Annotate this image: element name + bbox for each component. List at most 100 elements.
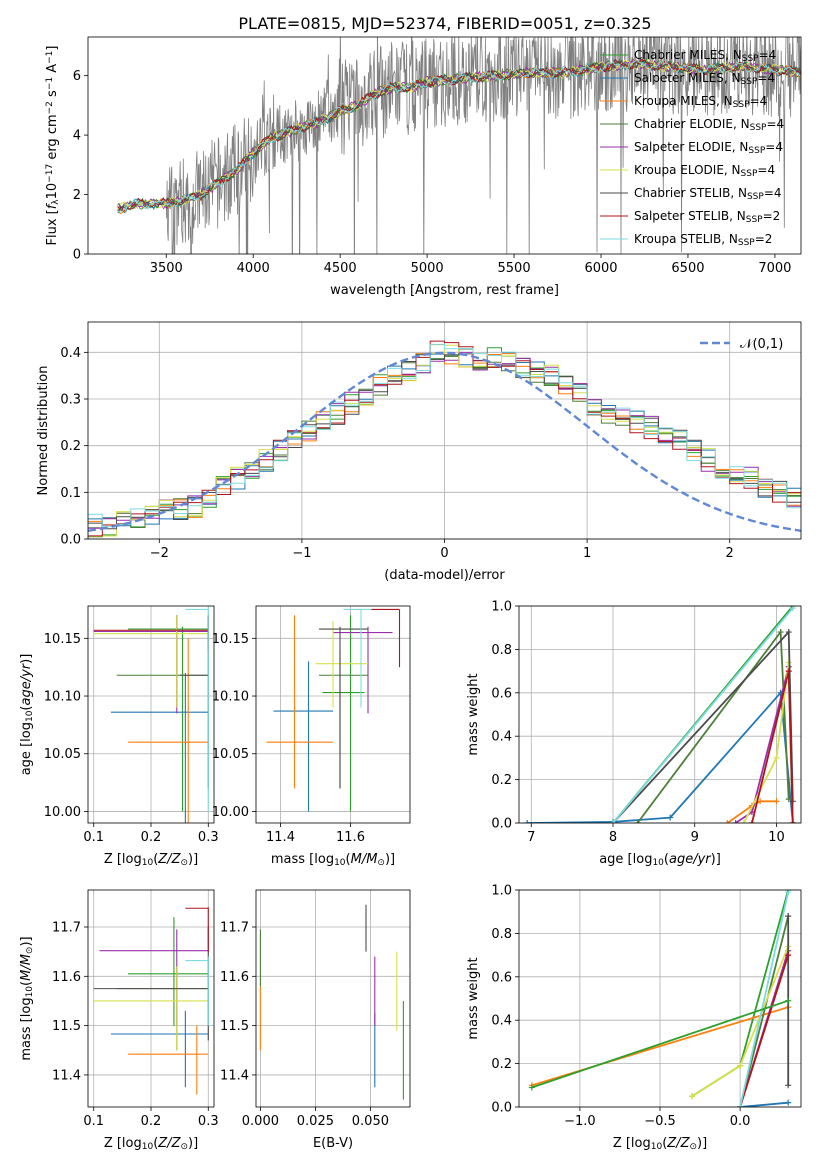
- y-axis-label: age [log10(age/yr)]: [19, 654, 35, 776]
- y-tick-label: 2: [73, 188, 81, 203]
- weight-marker: [610, 820, 616, 823]
- y-tick-label: 0.2: [491, 1057, 512, 1072]
- y-tick-label: 10.05: [44, 747, 81, 762]
- x-tick-label: 3500: [150, 261, 183, 276]
- x-axis-label: Z [log10(Z/Z⊙)]: [104, 852, 198, 868]
- axes-frame: [518, 605, 802, 824]
- x-tick-label: 7: [527, 830, 535, 845]
- y-tick-label: 10.00: [212, 805, 249, 820]
- y-tick-label: 11.4: [220, 1068, 249, 1083]
- plot-area: [259, 904, 404, 1100]
- weight-marker: [785, 952, 792, 959]
- x-tick-label: 0.025: [297, 1114, 334, 1129]
- model-spectrum-line-8: [117, 59, 801, 213]
- x-tick-label: 5500: [498, 261, 531, 276]
- y-axis-label: Flux [fλ10−17 erg cm−2 s−1 A−1]: [45, 46, 61, 246]
- weight-marker: [634, 820, 641, 823]
- y-tick-label: 0.4: [491, 730, 512, 745]
- plot-area: [266, 608, 401, 812]
- plot-area: [524, 606, 796, 823]
- x-tick-label: 0.000: [242, 1114, 279, 1129]
- residual-histogram-9: [88, 343, 801, 539]
- x-tick-label: 6000: [584, 261, 617, 276]
- y-tick-label: 10.10: [44, 690, 81, 705]
- axes-frame: [87, 321, 802, 540]
- x-tick-label: 0.2: [141, 830, 162, 845]
- weight-marker: [777, 629, 784, 636]
- y-axis-label: mass [log10(M/M⊙)]: [19, 936, 35, 1060]
- weight-marker: [524, 820, 531, 823]
- y-tick-label: 0.6: [491, 686, 512, 701]
- x-tick-label: 9: [691, 830, 699, 845]
- y-tick-label: 11.6: [220, 970, 249, 985]
- weight-marker: [740, 820, 747, 823]
- y-tick-label: 11.7: [220, 920, 249, 935]
- axes-frame: [255, 889, 411, 1108]
- y-tick-label: 11.5: [220, 1019, 249, 1034]
- y-tick-label: 0.4: [491, 1014, 512, 1029]
- weight-marker: [737, 1104, 744, 1107]
- y-tick-label: 10.10: [212, 690, 249, 705]
- x-tick-label: 11.4: [266, 830, 295, 845]
- y-tick-label: 11.6: [52, 970, 81, 985]
- legend-entry: Kroupa STELIB, NSSP=2: [634, 232, 772, 248]
- y-tick-label: 11.7: [52, 920, 81, 935]
- x-tick-label: 0.3: [198, 1114, 219, 1129]
- x-tick-label: −1.0: [564, 1114, 596, 1129]
- residuals-histogram-panel: −2 −1 0 1 2 0.0 0.1 0.2 0.3 0.4 (data-model)/error…: [36, 321, 802, 583]
- legend-entry: Chabrier MILES, NSSP=4: [634, 48, 776, 64]
- weight-marker: [528, 1084, 535, 1091]
- weight-marker: [785, 668, 792, 675]
- axes-frame: [87, 605, 215, 824]
- weight-marker: [785, 997, 792, 1004]
- legend-entry: Kroupa ELODIE, NSSP=4: [634, 163, 775, 179]
- weight-marker: [785, 796, 792, 803]
- x-axis-label: Z [log10(Z/Z⊙)]: [613, 1136, 707, 1152]
- legend-entry: Kroupa MILES, NSSP=4: [634, 94, 767, 110]
- plot-area: [88, 340, 801, 539]
- y-tick-label: 0.0: [60, 533, 81, 548]
- weight-marker: [732, 820, 739, 823]
- weight-marker: [785, 1082, 792, 1089]
- weight-line-7: [612, 629, 794, 823]
- y-tick-label: 11.5: [52, 1019, 81, 1034]
- weight-marker: [737, 1062, 744, 1069]
- y-tick-label: 0.2: [491, 773, 512, 788]
- weight-line-4: [636, 629, 790, 823]
- y-tick-label: 0.8: [491, 643, 512, 658]
- weight-marker: [785, 1099, 792, 1106]
- x-tick-label: 0.1: [83, 830, 104, 845]
- y-tick-label: 10.00: [44, 805, 81, 820]
- age-vs-mass-panel: 11.4 11.6 10.00 10.05 10.10 10.15 mass [log10(…: [212, 605, 411, 868]
- weight-marker: [689, 1093, 696, 1100]
- axes-frame: [87, 889, 215, 1108]
- axes-frame: [518, 889, 802, 1108]
- observed-spectrum-line: [117, 37, 801, 254]
- x-tick-label: −1: [292, 546, 311, 561]
- weight-marker: [748, 820, 755, 823]
- y-tick-label: 0.1: [60, 486, 81, 501]
- x-tick-label: 0.1: [83, 1114, 104, 1129]
- age-vs-metallicity-panel: 0.1 0.2 0.3 10.00 10.05 10.10 10.15 Z [log10(Z/…: [19, 605, 219, 868]
- weight-line-9: [612, 607, 794, 823]
- y-axis-label: mass weight: [466, 673, 481, 755]
- x-tick-label: −0.5: [644, 1114, 676, 1129]
- y-tick-label: 6: [73, 69, 81, 84]
- weight-marker: [785, 629, 792, 636]
- x-axis-label: E(B-V): [313, 1136, 353, 1151]
- x-axis-label: wavelength [Angstrom, rest frame]: [330, 283, 559, 298]
- model-spectrum-line-7: [117, 59, 801, 212]
- y-tick-label: 10.15: [212, 632, 249, 647]
- mass-weight-vs-age-panel: 7 8 9 10 0.0 0.2 0.4 0.6 0.8 1.0 age [log10(age/yr…: [466, 600, 802, 868]
- x-axis-label: (data-model)/error: [384, 568, 505, 583]
- weight-line-2: [740, 1101, 789, 1107]
- x-tick-label: −2: [150, 546, 169, 561]
- x-tick-label: 2: [726, 546, 734, 561]
- x-tick-label: 10: [768, 830, 785, 845]
- model-spectrum-line-9: [117, 59, 801, 213]
- legend-entry: Salpeter MILES, NSSP=4: [634, 71, 775, 87]
- weight-line-8: [739, 954, 790, 1107]
- mass-vs-ebv-panel: 0.000 0.025 0.050 11.4 11.5 11.6 11.7 E(B-V): [220, 889, 411, 1151]
- x-tick-label: 8: [609, 830, 617, 845]
- x-tick-label: 1: [583, 546, 591, 561]
